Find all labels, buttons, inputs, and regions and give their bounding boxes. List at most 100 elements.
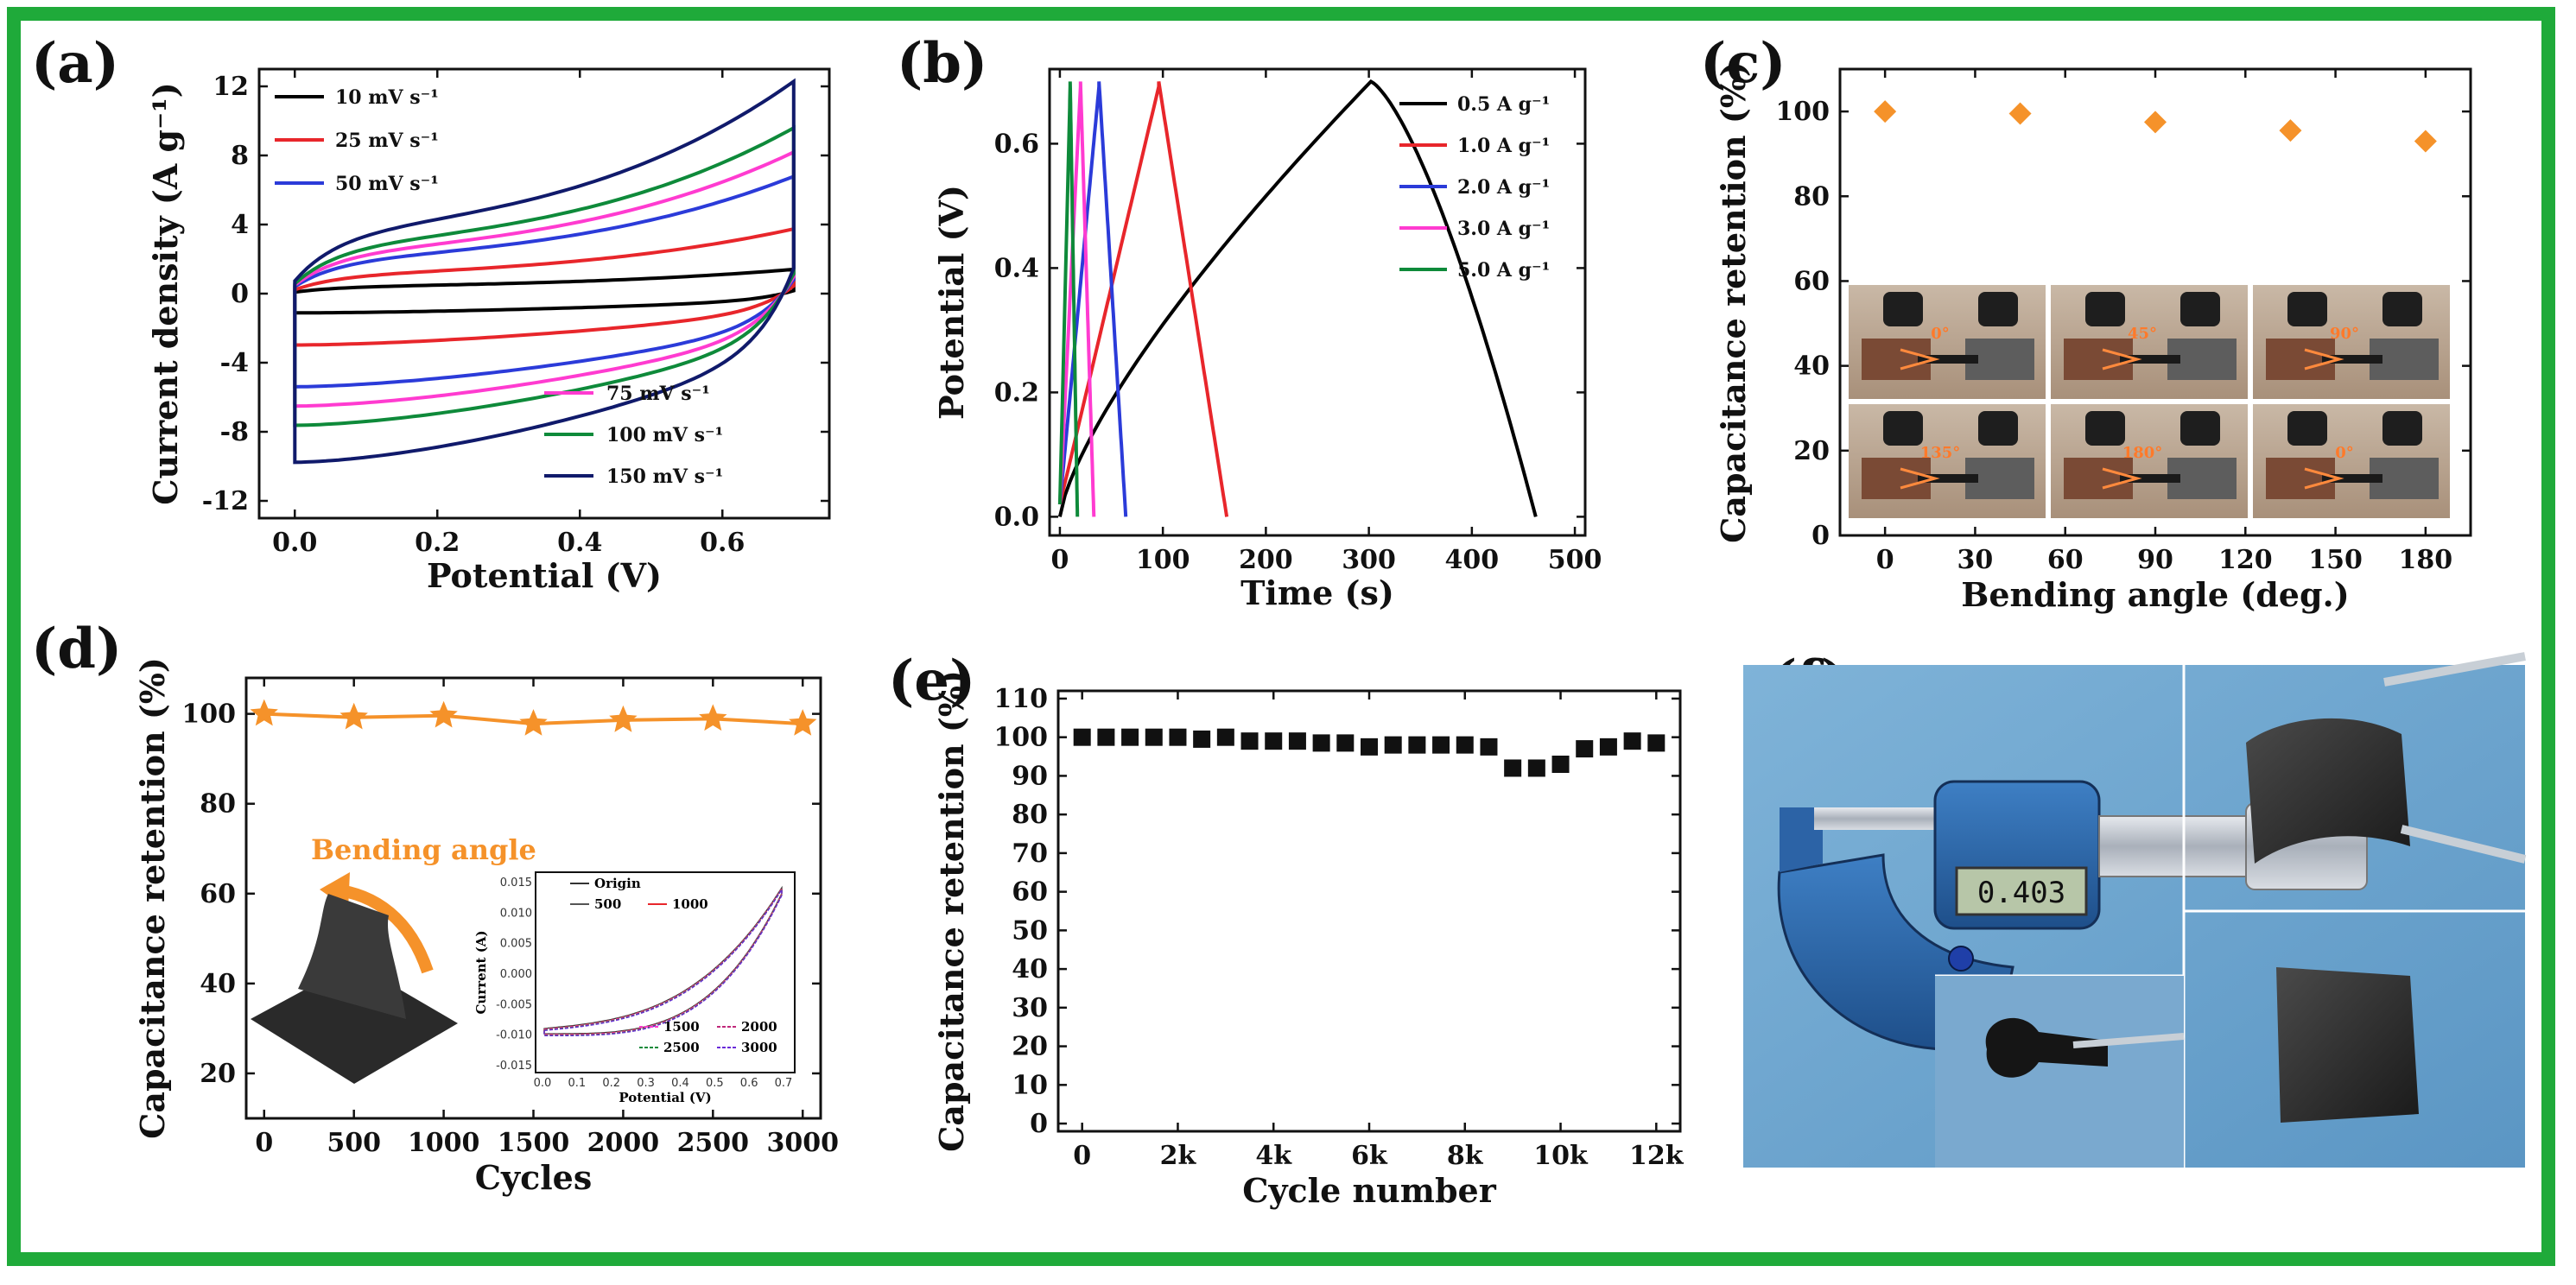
y-tick-label: 80 [1793,181,1830,212]
gcd-series-line [1057,81,1080,517]
data-point-square [1073,728,1091,746]
legend-label: 0.5 A g⁻¹ [1457,93,1550,116]
inset-x-tick: 0.6 [740,1077,758,1090]
legend-label: 1.0 A g⁻¹ [1457,135,1550,157]
clamp-knob [1883,411,1923,446]
x-tick-label: 0.4 [557,528,602,558]
x-tick-label: 1000 [408,1128,480,1158]
clamp-knob [2180,292,2220,326]
inset-y-tick: 0.000 [500,968,532,981]
data-point-star [429,700,458,728]
data-point [2008,102,2032,125]
data-point-star [609,705,638,732]
x-tick-label: 60 [2047,545,2084,575]
x-tick-label: 500 [1548,545,1602,575]
y-tick-label: 30 [1012,993,1048,1023]
panel-a-letter: (a) [31,31,119,96]
tweezer-bottom [2400,825,2527,864]
x-tick-label: 1500 [498,1128,570,1158]
inset-y-tick: -0.015 [496,1060,532,1073]
data-point-square [1384,736,1402,754]
y-tick-label: 50 [1012,915,1048,946]
legend-label: 2.0 A g⁻¹ [1457,176,1550,199]
micrometer-anvil-arm [1780,807,1823,872]
x-tick-label: 0.0 [272,528,317,558]
x-tick-label: 2000 [587,1128,660,1158]
y-tick-label: 100 [181,699,236,730]
micrometer-photo: 0.403 [1743,652,2527,1168]
data-point-square [1408,736,1426,754]
cv-series-line [293,267,796,315]
x-tick-label: 90 [2137,545,2173,575]
x-tick-label: 200 [1239,545,1293,575]
data-point [2144,111,2167,134]
micrometer-readout: 0.403 [1977,876,2065,910]
inset-x-tick: 0.1 [568,1077,587,1090]
data-point-square [1240,732,1259,750]
data-point [2279,119,2302,142]
plot-frame [1048,67,1587,537]
clamp-knob [2382,411,2422,446]
x-tick-label: 500 [327,1128,381,1158]
x-tick-label: 0.6 [700,528,745,558]
inset-legend-label: 1500 [663,1019,700,1035]
clamp-knob [1978,411,2018,446]
data-point-square [1504,759,1522,777]
data-point-square [1169,728,1187,746]
gcd-series-line [1057,79,1538,517]
x-tick-label: 10k [1533,1141,1589,1171]
data-point-square [1193,730,1211,748]
y-tick-label: 40 [1012,954,1048,984]
x-tick-label: 0 [255,1128,273,1158]
y-tick-label: 0.0 [994,502,1039,532]
y-tick-label: 8 [231,141,249,171]
y-tick-label: -4 [220,348,249,378]
clamp-knob [1883,292,1923,326]
cv-inset-chart: 0.0 0.1 0.2 0.3 0.4 0.5 0.6 0.7 0.015 0.010 0.005 0… [473,871,796,1105]
x-tick-label: 30 [1957,545,1994,575]
gcd-series-line [1057,81,1096,517]
y-tick-label: 60 [1793,266,1830,296]
x-tick-label: 3000 [766,1128,839,1158]
legend-label: 10 mV s⁻¹ [335,86,439,109]
y-tick-label: 90 [1012,761,1048,791]
clamp-knob [1978,292,2018,326]
angle-label: 90° [2330,325,2359,343]
y-tick-label: -12 [202,486,249,516]
y-tick-label: 40 [200,969,236,999]
y-tick-label: -8 [220,417,249,447]
data-point-square [1288,732,1306,750]
angle-label: 0° [2335,444,2354,462]
angle-label: 45° [2128,325,2157,343]
y-tick-label: 12 [213,72,249,102]
data-point-star [699,704,727,731]
y-tick-label: 0.2 [994,377,1039,408]
x-tick-label: 300 [1342,545,1396,575]
x-tick-label: 8k [1447,1141,1484,1171]
cv-series-line [293,226,796,347]
figure-frame [7,7,2555,1266]
angle-marker [2304,348,2344,370]
inset-x-tick: 0.4 [671,1077,689,1090]
inset-y-tick: -0.010 [496,1029,532,1042]
bent-film-sample [2246,718,2410,864]
panel-b-letter: (b) [897,31,987,96]
data-point-square [1336,734,1355,752]
y-tick-label: 100 [1775,97,1830,127]
gcd-series-line [1057,81,1128,517]
inset-y-tick: -0.005 [496,998,532,1011]
y-tick-label: 0 [1030,1109,1048,1139]
x-axis-title: Time (s) [1240,573,1394,612]
data-point-star [789,709,817,736]
cv-series-line [293,124,796,427]
angle-marker [1900,348,1940,370]
angle-marker [1900,467,1940,490]
bending-photos-inset: 0° 45° 90° 135° 180° 0° [1849,285,2450,518]
sheet-bent [298,894,406,1019]
cycle-stability-chart: 0 2k 4k 6k 8k 10k 12k 0 10 20 30 40 50 60 70 80 90 100 110… [932,670,1685,1210]
flat-film-sample [2276,967,2419,1123]
panel-e-letter: (e) [888,649,975,713]
y-tick-label: 80 [1012,800,1048,830]
y-tick-label: 0.4 [994,253,1039,283]
x-tick-label: 2k [1160,1141,1197,1171]
